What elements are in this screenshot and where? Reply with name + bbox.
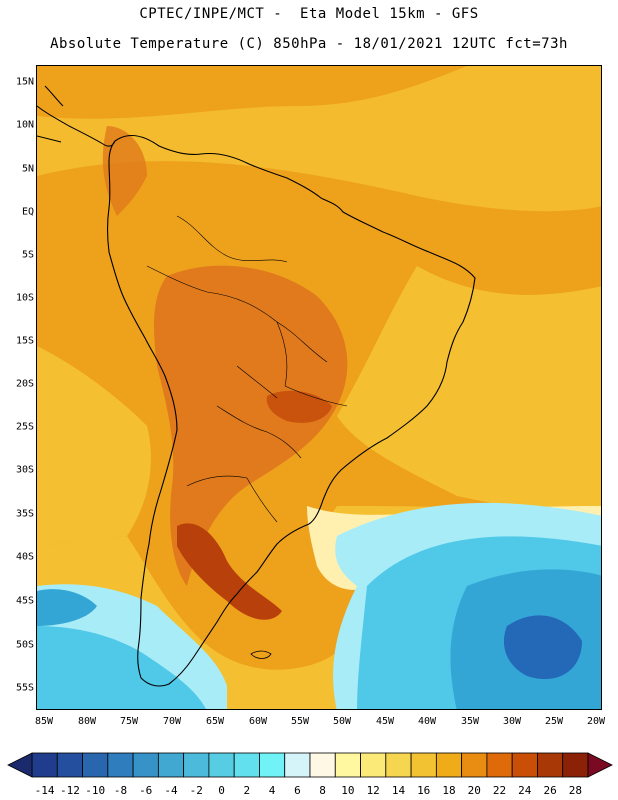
title-line-2: Absolute Temperature (C) 850hPa - 18/01/…	[50, 36, 568, 52]
lon-tick-label: 75W	[119, 716, 139, 727]
colorbar-swatch	[183, 752, 210, 778]
colorbar-right-arrow	[587, 752, 613, 778]
central-america-outline	[37, 85, 116, 147]
colorbar-tick-label: 10	[341, 784, 355, 797]
colorbar-tick-label: 16	[417, 784, 431, 797]
lon-tick-label: 80W	[77, 716, 97, 727]
colorbar-swatch	[31, 752, 58, 778]
colorbar-tick-label: -8	[113, 784, 128, 797]
lat-tick-label: 10S	[15, 292, 34, 304]
colorbar-tick-label: -14	[34, 784, 55, 797]
lon-tick-label: 35W	[460, 716, 480, 727]
colorbar-tick-label: 26	[543, 784, 557, 797]
south-america-outline	[106, 135, 476, 687]
colorbar-swatch	[385, 752, 412, 778]
colorbar-tick-label: 2	[243, 784, 251, 797]
colorbar-tick-label: -12	[59, 784, 80, 797]
colorbar-swatch	[107, 752, 134, 778]
lat-tick-label: 10N	[15, 119, 34, 131]
lat-tick-label: 55S	[15, 682, 34, 694]
colorbar-tick-label: 18	[442, 784, 456, 797]
lat-tick-label: 15S	[15, 335, 34, 347]
colorbar-tick-label: 24	[518, 784, 532, 797]
lat-tick-label: 15N	[15, 76, 34, 88]
colorbar-tick-label: 8	[319, 784, 326, 797]
field-mild-atlantic	[337, 266, 601, 526]
lon-tick-label: 45W	[375, 716, 395, 727]
colorbar-swatch	[284, 752, 311, 778]
lat-tick-label: 35S	[15, 508, 34, 520]
colorbar-swatch	[511, 752, 538, 778]
colorbar-swatch	[537, 752, 564, 778]
lon-tick-label: 50W	[332, 716, 352, 727]
lat-tick-label: 50S	[15, 639, 34, 651]
colorbar-swatch	[410, 752, 437, 778]
colorbar-swatch	[562, 752, 589, 778]
lat-tick-label: 45S	[15, 595, 34, 607]
lat-tick-label: 5N	[21, 163, 34, 175]
colorbar-swatch	[461, 752, 488, 778]
colorbar-tick-label: 6	[294, 784, 301, 797]
colorbar-tick-label: 4	[268, 784, 276, 797]
colorbar-swatch	[233, 752, 260, 778]
temperature-map	[36, 65, 602, 710]
colorbar-tick-label: 22	[492, 784, 507, 797]
colorbar-swatch	[82, 752, 109, 778]
colorbar-tick-label: -6	[139, 784, 153, 797]
falkland-islands	[250, 650, 272, 659]
lon-tick-label: 60W	[248, 716, 268, 727]
colorbar-tick-label: 20	[467, 784, 481, 797]
colorbar-swatch	[360, 752, 387, 778]
lon-tick-label: 65W	[205, 716, 225, 727]
colorbar-swatch	[132, 752, 159, 778]
colorbar-swatch	[486, 752, 513, 778]
lon-tick-label: 40W	[417, 716, 437, 727]
lon-tick-label: 55W	[290, 716, 310, 727]
field-colder-southwest	[37, 589, 97, 626]
field-hot-north	[102, 126, 147, 216]
country-borders	[146, 215, 348, 523]
colorbar-tick-label: 12	[366, 784, 380, 797]
lat-tick-label: 40S	[15, 551, 34, 563]
field-cold-southwest	[37, 626, 206, 709]
lon-tick-label: 20W	[586, 716, 606, 727]
colorbar-tick-label: -4	[164, 784, 178, 797]
lat-tick-label: EQ	[21, 206, 34, 218]
field-coldest-ocean	[503, 615, 582, 680]
lon-tick-label: 70W	[162, 716, 182, 727]
field-very-hot-chaco	[266, 390, 332, 423]
colorbar-swatch	[56, 752, 83, 778]
colorbar-tick-label: -10	[85, 784, 106, 797]
lat-tick-label: 25S	[15, 421, 34, 433]
lon-tick-label: 30W	[502, 716, 522, 727]
colorbar-swatch	[259, 752, 286, 778]
lon-tick-label: 85W	[34, 716, 54, 727]
colorbar-tick-label: -2	[189, 784, 203, 797]
colorbar-swatch	[208, 752, 235, 778]
colorbar-swatch	[309, 752, 336, 778]
colorbar-swatch	[334, 752, 361, 778]
field-very-hot-patagonia	[177, 523, 282, 620]
colorbar-tick-label: 14	[391, 784, 406, 797]
lat-tick-label: 30S	[15, 464, 34, 476]
colorbar-swatch	[435, 752, 463, 778]
lon-tick-label: 25W	[544, 716, 564, 727]
title-line-1: CPTEC/INPE/MCT - Eta Model 15km - GFS	[139, 6, 479, 22]
lat-tick-label: 20S	[15, 378, 34, 390]
colorbar-tick-label: 28	[568, 784, 583, 797]
field-mild-pacific	[37, 346, 151, 546]
field-mild-north-band	[37, 66, 601, 212]
colorbar	[7, 752, 613, 778]
colorbar-swatch	[157, 752, 185, 778]
lat-tick-label: 5S	[21, 249, 34, 261]
colorbar-left-arrow	[7, 752, 33, 778]
colorbar-tick-label: 0	[218, 784, 225, 797]
